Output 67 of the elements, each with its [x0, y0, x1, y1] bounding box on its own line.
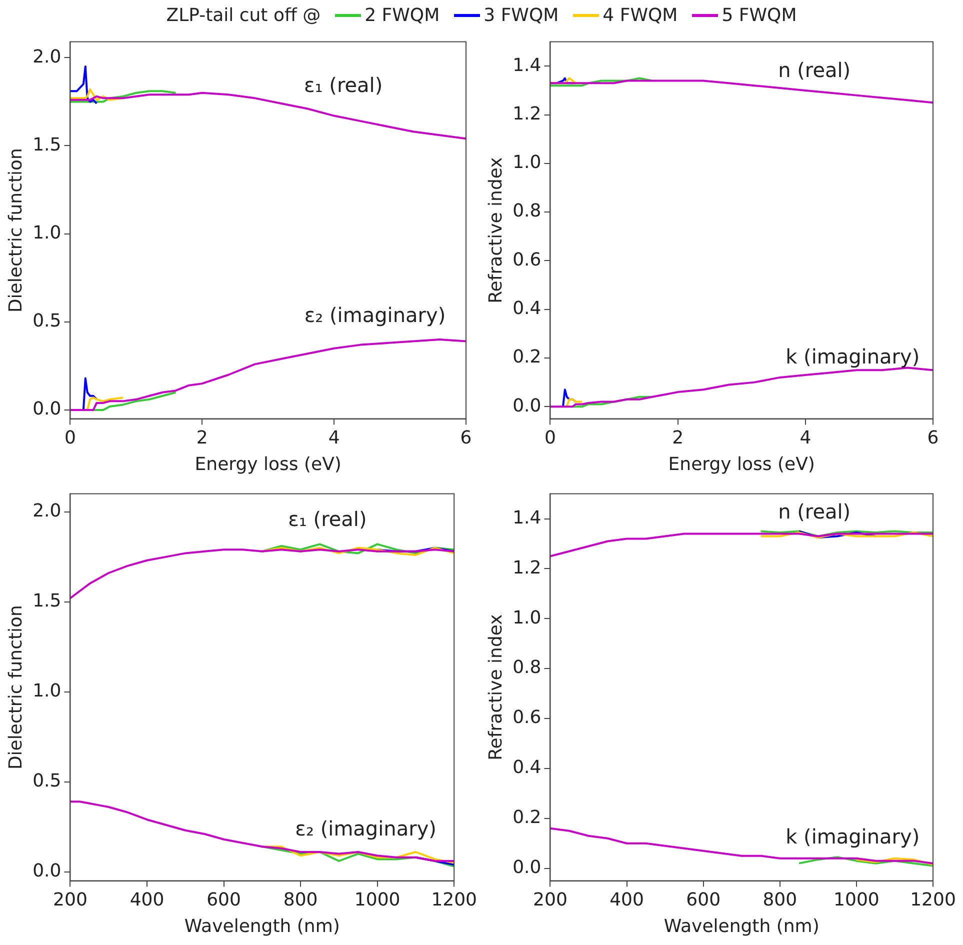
y-tick-label: 2.0	[32, 500, 62, 522]
annotation: n (real)	[778, 58, 851, 82]
legend-label: 2 FWQM	[364, 4, 440, 26]
y-tick-label: 0.6	[512, 707, 542, 728]
x-axis-title: Wavelength (nm)	[664, 916, 820, 937]
x-tick-label: 1200	[431, 889, 477, 910]
y-axis-title: Dielectric function	[5, 148, 26, 313]
annotation: ε₂ (imaginary)	[295, 816, 436, 841]
x-tick-label: 2	[672, 427, 684, 448]
y-tick-label: 0.0	[32, 398, 62, 420]
y-tick-label: 1.2	[512, 557, 542, 578]
y-tick-label: 0.8	[512, 657, 542, 678]
y-tick-label: 1.2	[512, 103, 542, 124]
y-tick-label: 1.0	[512, 607, 542, 628]
x-tick-label: 4	[800, 427, 812, 448]
y-tick-label: 0.0	[512, 395, 542, 416]
y-tick-label: 0.2	[512, 807, 542, 828]
y-tick-label: 0.8	[512, 200, 542, 222]
annotation: ε₁ (real)	[288, 507, 367, 532]
annotation: ε₂ (imaginary)	[304, 303, 446, 328]
x-tick-label: 400	[610, 889, 644, 910]
x-tick-label: 1000	[834, 889, 880, 910]
y-tick-label: 1.0	[512, 152, 542, 174]
x-tick-label: 4	[328, 427, 340, 448]
annotation: k (imaginary)	[786, 344, 920, 369]
x-tick-label: 800	[762, 889, 798, 910]
legend-title: ZLP-tail cut off @	[166, 4, 321, 26]
annotation: k (imaginary)	[786, 824, 920, 848]
x-tick-label: 1000	[354, 889, 400, 910]
y-tick-label: 1.4	[512, 54, 542, 76]
annotation: ε₁ (real)	[304, 73, 383, 98]
x-tick-label: 1200	[910, 889, 956, 910]
legend-label: 4 FWQM	[602, 4, 678, 26]
x-tick-label: 600	[206, 889, 241, 910]
x-tick-label: 400	[130, 889, 164, 910]
legend-label: 5 FWQM	[722, 4, 797, 26]
x-tick-label: 6	[460, 427, 472, 448]
y-axis-title: Refractive index	[485, 614, 506, 760]
y-tick-label: 0.6	[512, 249, 542, 270]
y-tick-label: 0.4	[512, 298, 542, 320]
x-tick-label: 200	[533, 889, 568, 910]
x-axis-title: Energy loss (eV)	[194, 454, 342, 475]
y-tick-label: 1.5	[32, 134, 62, 156]
annotation: n (real)	[778, 499, 851, 524]
x-axis-title: Wavelength (nm)	[184, 916, 340, 937]
y-axis-title: Refractive index	[485, 156, 506, 304]
y-tick-label: 2.0	[32, 46, 62, 68]
y-tick-label: 1.4	[512, 507, 542, 528]
y-axis-title: Dielectric function	[5, 605, 26, 770]
y-tick-label: 0.5	[32, 770, 62, 792]
y-tick-label: 1.0	[32, 680, 62, 702]
x-tick-label: 200	[53, 889, 88, 910]
x-tick-label: 6	[927, 427, 939, 448]
x-axis-title: Energy loss (eV)	[668, 454, 815, 475]
y-tick-label: 0.4	[512, 757, 542, 778]
x-tick-label: 2	[196, 427, 208, 448]
y-tick-label: 0.0	[512, 856, 542, 878]
y-tick-label: 0.5	[32, 310, 62, 332]
legend-label: 3 FWQM	[484, 4, 559, 26]
y-tick-label: 1.0	[32, 222, 62, 244]
x-tick-label: 0	[544, 427, 556, 448]
x-tick-label: 600	[686, 889, 721, 910]
x-tick-label: 0	[64, 427, 76, 448]
x-tick-label: 800	[283, 889, 318, 910]
y-tick-label: 0.0	[32, 860, 62, 882]
y-tick-label: 1.5	[32, 590, 62, 612]
y-tick-label: 0.2	[512, 346, 542, 368]
